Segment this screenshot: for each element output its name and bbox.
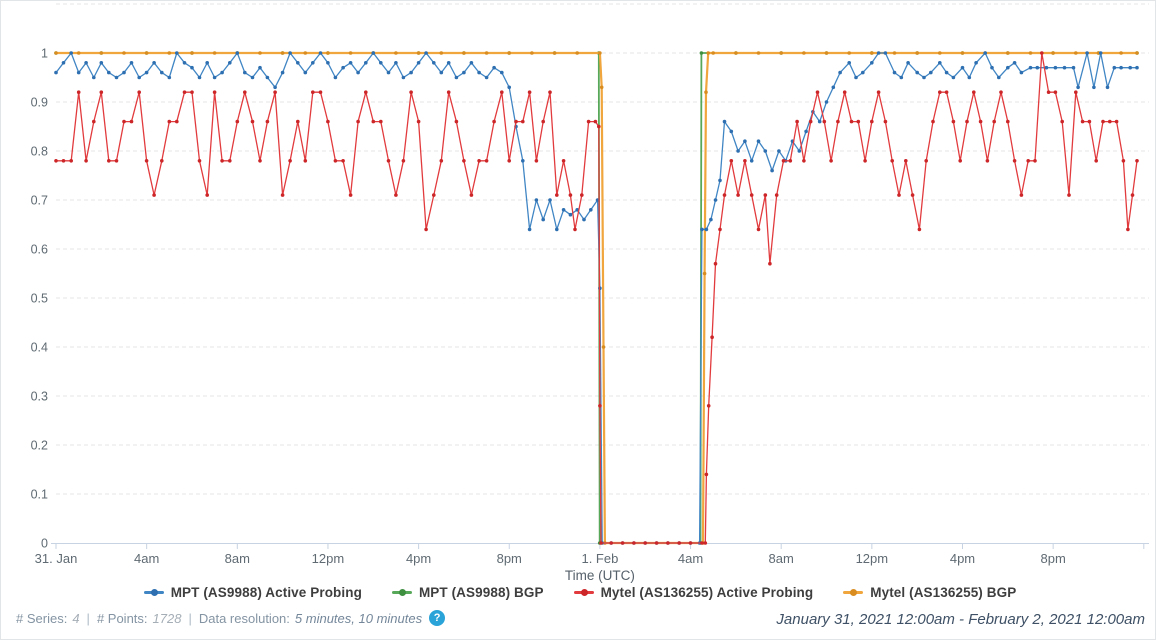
x-axis-title: Time (UTC) — [565, 568, 635, 583]
series-2 — [54, 51, 1139, 545]
legend-item-2[interactable]: Mytel (AS136255) Active Probing — [573, 585, 814, 600]
svg-text:0.5: 0.5 — [31, 292, 48, 306]
svg-text:4am: 4am — [678, 551, 703, 566]
chart-metadata: # Series: 4 | # Points: 1728 | Data reso… — [16, 610, 446, 626]
data-resolution-value: 5 minutes, 10 minutes — [294, 610, 423, 626]
svg-text:0: 0 — [41, 537, 48, 551]
svg-text:4pm: 4pm — [406, 551, 431, 566]
legend-marker-icon — [573, 589, 594, 596]
legend-label: MPT (AS9988) Active Probing — [170, 585, 362, 600]
svg-text:0.7: 0.7 — [31, 194, 48, 208]
svg-text:8am: 8am — [769, 551, 794, 566]
svg-text:12pm: 12pm — [856, 551, 889, 566]
footer-bar: # Series: 4 | # Points: 1728 | Data reso… — [1, 606, 1158, 628]
legend-marker-icon — [143, 589, 164, 596]
chart-area[interactable]: 0 0.1 0.2 0.3 0.4 0.5 0.6 0.7 0.8 0.9 1 31. Jan 4am… — [1, 1, 1158, 583]
svg-text:0.3: 0.3 — [31, 390, 48, 404]
separator: | — [86, 610, 90, 626]
legend-label: Mytel (AS136255) Active Probing — [600, 585, 814, 600]
points-count-value: 1728 — [152, 610, 182, 626]
legend-item-3[interactable]: Mytel (AS136255) BGP — [843, 585, 1016, 600]
svg-text:4am: 4am — [134, 551, 159, 566]
legend-item-0[interactable]: MPT (AS9988) Active Probing — [143, 585, 362, 600]
svg-text:0.2: 0.2 — [31, 439, 48, 453]
separator: | — [188, 610, 192, 626]
svg-text:0.9: 0.9 — [31, 96, 48, 110]
x-axis: 31. Jan 4am 8am 12pm 4pm 8pm 1. Feb 4am 8am 12pm 4… — [35, 543, 1149, 566]
chart-legend: MPT (AS9988) Active Probing MPT (AS9988) … — [1, 585, 1158, 600]
svg-text:8am: 8am — [225, 551, 250, 566]
svg-text:12pm: 12pm — [312, 551, 345, 566]
series-3 — [54, 51, 1139, 545]
data-resolution-label: Data resolution: — [198, 610, 290, 626]
svg-text:31. Jan: 31. Jan — [35, 551, 78, 566]
series-0 — [54, 51, 1139, 545]
svg-text:1: 1 — [41, 47, 48, 61]
svg-text:1. Feb: 1. Feb — [581, 551, 618, 566]
series-lines — [54, 51, 1139, 545]
timeseries-chart[interactable]: 0 0.1 0.2 0.3 0.4 0.5 0.6 0.7 0.8 0.9 1 31. Jan 4am… — [1, 1, 1158, 583]
y-axis-labels: 0 0.1 0.2 0.3 0.4 0.5 0.6 0.7 0.8 0.9 1 — [31, 47, 48, 551]
legend-marker-icon — [391, 589, 412, 596]
svg-text:0.4: 0.4 — [31, 341, 48, 355]
series-count-label: # Series: — [16, 610, 68, 626]
legend-item-1[interactable]: MPT (AS9988) BGP — [391, 585, 544, 600]
help-icon[interactable]: ? — [429, 610, 446, 626]
svg-text:0.1: 0.1 — [31, 488, 48, 502]
svg-text:0.8: 0.8 — [31, 145, 48, 159]
legend-marker-icon — [843, 589, 864, 596]
legend-label: MPT (AS9988) BGP — [418, 585, 544, 600]
svg-text:8pm: 8pm — [497, 551, 522, 566]
svg-text:0.6: 0.6 — [31, 243, 48, 257]
svg-text:8pm: 8pm — [1041, 551, 1066, 566]
points-count-label: # Points: — [96, 610, 148, 626]
svg-text:4pm: 4pm — [950, 551, 975, 566]
series-count-value: 4 — [72, 610, 80, 626]
date-range-label: January 31, 2021 12:00am - February 2, 2… — [776, 611, 1145, 628]
legend-label: Mytel (AS136255) BGP — [870, 585, 1017, 600]
